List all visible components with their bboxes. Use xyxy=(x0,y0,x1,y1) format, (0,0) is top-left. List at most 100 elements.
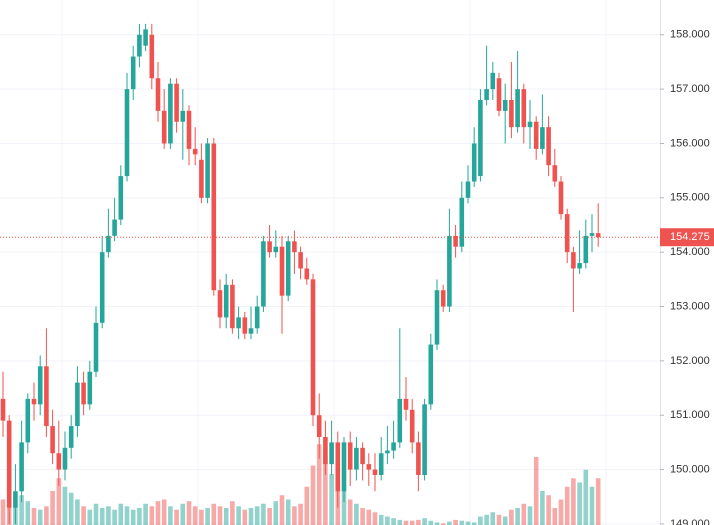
volume-bar xyxy=(422,518,427,525)
candle-body xyxy=(223,284,229,318)
volume-bar xyxy=(502,516,508,525)
volume-bar xyxy=(267,508,272,525)
volume-bar xyxy=(180,503,186,525)
candle-body xyxy=(130,56,136,90)
candle-body xyxy=(397,398,403,443)
candle-body xyxy=(211,143,217,291)
candle-body xyxy=(174,83,179,122)
candle-body xyxy=(248,328,254,334)
candle-body xyxy=(180,110,186,122)
volume-bar xyxy=(558,499,564,525)
volume-bar xyxy=(440,523,446,525)
candle-body xyxy=(347,442,353,470)
volume-bar xyxy=(168,506,173,525)
candle-body xyxy=(354,447,359,470)
candle-body xyxy=(564,214,570,253)
volume-bar xyxy=(540,491,545,525)
volume-bar xyxy=(106,506,111,525)
candle-body xyxy=(391,442,396,451)
volume-bar xyxy=(465,521,471,525)
candle-body xyxy=(521,89,527,128)
volume-bar xyxy=(583,469,589,525)
volume-bar xyxy=(434,522,440,525)
candle-body xyxy=(236,317,241,329)
volume-bar xyxy=(428,520,434,525)
candle-body xyxy=(149,34,155,79)
candle-body xyxy=(484,89,489,100)
candle-body xyxy=(50,426,55,454)
volume-bar xyxy=(217,506,223,525)
candle-body xyxy=(509,100,514,128)
candle-body xyxy=(540,127,545,149)
volume-bar xyxy=(273,501,279,525)
candle-body xyxy=(112,219,117,236)
y-tick-label: 154.000 xyxy=(670,246,710,258)
candle-body xyxy=(6,420,12,508)
volume-bar xyxy=(186,501,192,525)
volume-bar xyxy=(124,506,130,525)
volume-bar xyxy=(409,520,415,525)
volume-bar xyxy=(310,465,316,525)
candle-body xyxy=(577,263,582,269)
candle-body xyxy=(502,100,508,111)
volume-bar xyxy=(161,499,167,525)
last-price-label: 154.275 xyxy=(670,231,710,243)
volume-bar xyxy=(236,506,241,525)
volume-bar xyxy=(0,499,6,525)
candle-body xyxy=(465,181,471,198)
candle-body xyxy=(279,246,285,296)
candle-body xyxy=(0,398,6,421)
candle-body xyxy=(403,398,409,410)
candle-body xyxy=(428,344,434,405)
volume-bar xyxy=(447,521,452,525)
volume-bar xyxy=(230,501,235,525)
volume-bar xyxy=(279,495,285,525)
candle-body xyxy=(168,83,173,144)
volume-bar xyxy=(112,509,117,525)
candle-body xyxy=(44,366,49,427)
y-tick-label: 150.000 xyxy=(670,463,710,475)
volume-bar xyxy=(378,514,384,525)
volume-bar xyxy=(242,509,248,525)
candle-body xyxy=(422,404,427,475)
volume-bar xyxy=(372,512,378,525)
volume-bar xyxy=(515,508,520,525)
volume-bar xyxy=(211,503,217,525)
candle-body xyxy=(199,159,204,198)
volume-bar xyxy=(385,516,390,525)
candle-body xyxy=(37,366,43,405)
volume-bar xyxy=(25,501,31,525)
volume-bar xyxy=(403,520,409,525)
volume-bar xyxy=(205,508,210,525)
volume-bar xyxy=(354,503,359,525)
volume-bar xyxy=(533,457,539,525)
volume-bar xyxy=(589,486,595,525)
candle-body xyxy=(75,382,80,427)
volume-bar xyxy=(68,492,74,525)
y-tick-label: 153.000 xyxy=(670,300,710,312)
candle-body xyxy=(230,284,235,329)
volume-bar xyxy=(254,506,260,525)
candle-body xyxy=(118,176,124,220)
volume-bar xyxy=(552,508,558,525)
candle-body xyxy=(19,442,24,492)
volume-bar xyxy=(56,478,62,525)
candle-body xyxy=(341,442,347,492)
y-tick-label: 149.000 xyxy=(670,518,710,525)
volume-bar xyxy=(93,503,99,525)
volume-bar xyxy=(453,519,458,525)
volume-bar xyxy=(62,486,68,525)
volume-bar xyxy=(571,478,576,525)
candle-body xyxy=(316,415,322,437)
candle-body xyxy=(93,322,99,372)
volume-bar xyxy=(478,516,483,525)
candle-body xyxy=(155,78,161,111)
volume-bar xyxy=(118,503,124,525)
candle-body xyxy=(453,235,458,247)
candle-body xyxy=(310,279,316,416)
candle-body xyxy=(124,89,130,177)
candle-body xyxy=(31,398,37,405)
candle-body xyxy=(99,252,105,323)
candle-body xyxy=(558,181,564,215)
